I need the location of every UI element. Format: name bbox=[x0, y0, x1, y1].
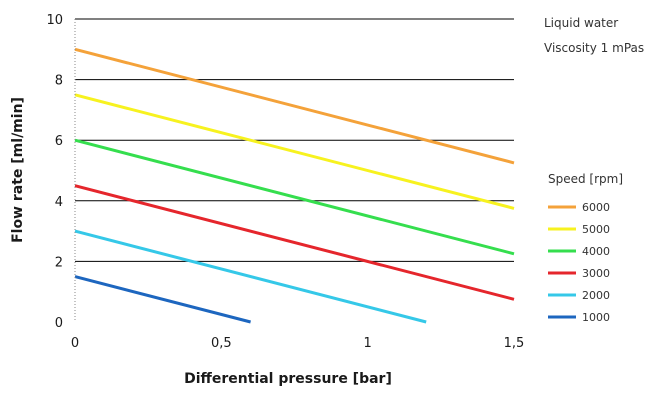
x-tick-label-3: 1,5 bbox=[504, 336, 525, 351]
legend: 6000 5000 4000 3000 2000 1000 bbox=[548, 201, 610, 324]
y-tick-label-4: 8 bbox=[55, 74, 63, 89]
series-line-4000 bbox=[74, 138, 515, 256]
ticks-layer: 0 2 4 6 8 10 0 0,5 1 1,5 bbox=[46, 13, 524, 351]
x-axis-title: Differential pressure [bar] bbox=[184, 371, 392, 387]
x-tick-label-0: 0 bbox=[71, 336, 79, 351]
legend-label-6000: 6000 bbox=[582, 201, 610, 214]
annotation-liquid-water: Liquid water bbox=[544, 16, 618, 30]
annotation-viscosity: Viscosity 1 mPas bbox=[544, 41, 644, 55]
y-tick-label-0: 0 bbox=[55, 316, 63, 331]
legend-label-4000: 4000 bbox=[582, 245, 610, 258]
y-tick-label-3: 6 bbox=[55, 134, 63, 149]
legend-title: Speed [rpm] bbox=[548, 172, 623, 186]
series-line-5000 bbox=[74, 93, 515, 210]
y-tick-label-1: 2 bbox=[55, 255, 63, 270]
y-axis-title: Flow rate [ml/min] bbox=[10, 97, 26, 243]
legend-label-1000: 1000 bbox=[582, 311, 610, 324]
series-line-6000 bbox=[74, 47, 515, 165]
legend-label-3000: 3000 bbox=[582, 267, 610, 280]
series-line-1000 bbox=[74, 275, 251, 324]
x-tick-label-2: 1 bbox=[364, 336, 372, 351]
series-line-2000 bbox=[74, 229, 427, 324]
legend-label-5000: 5000 bbox=[582, 223, 610, 236]
series-layer bbox=[74, 47, 515, 324]
x-tick-label-1: 0,5 bbox=[211, 336, 232, 351]
y-tick-label-5: 10 bbox=[46, 13, 63, 28]
y-tick-label-2: 4 bbox=[55, 195, 63, 210]
legend-label-2000: 2000 bbox=[582, 289, 610, 302]
grid-layer bbox=[75, 18, 514, 262]
series-line-3000 bbox=[74, 184, 515, 301]
